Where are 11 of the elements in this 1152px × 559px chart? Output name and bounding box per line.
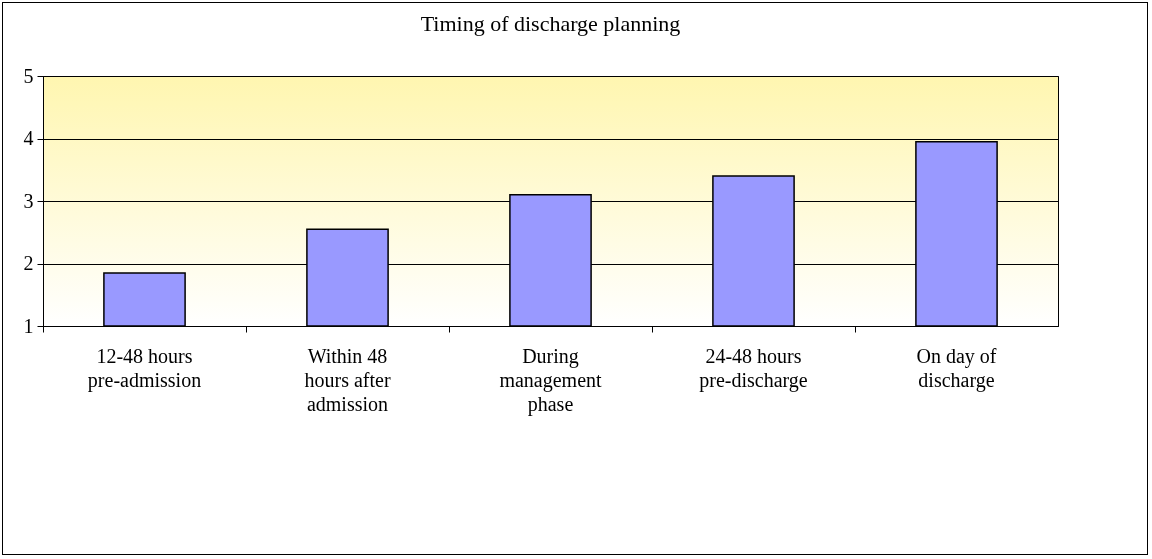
x-tick-label: On day of discharge [916, 344, 997, 392]
x-tick-label: Within 48 hours after admission [304, 344, 391, 415]
y-tick-label: 3 [23, 189, 34, 212]
y-tick-label: 2 [23, 252, 34, 274]
x-tick-label: 24-48 hours pre-discharge [699, 344, 808, 392]
x-tick-label: During management phase [499, 344, 603, 416]
y-tick-label: 5 [23, 64, 34, 87]
y-tick-label: 1 [23, 314, 34, 337]
chart-title: Timing of discharge planning [420, 11, 681, 36]
y-tick-label: 4 [23, 127, 34, 149]
x-tick-label: 12-48 hours pre-admission [87, 344, 202, 392]
